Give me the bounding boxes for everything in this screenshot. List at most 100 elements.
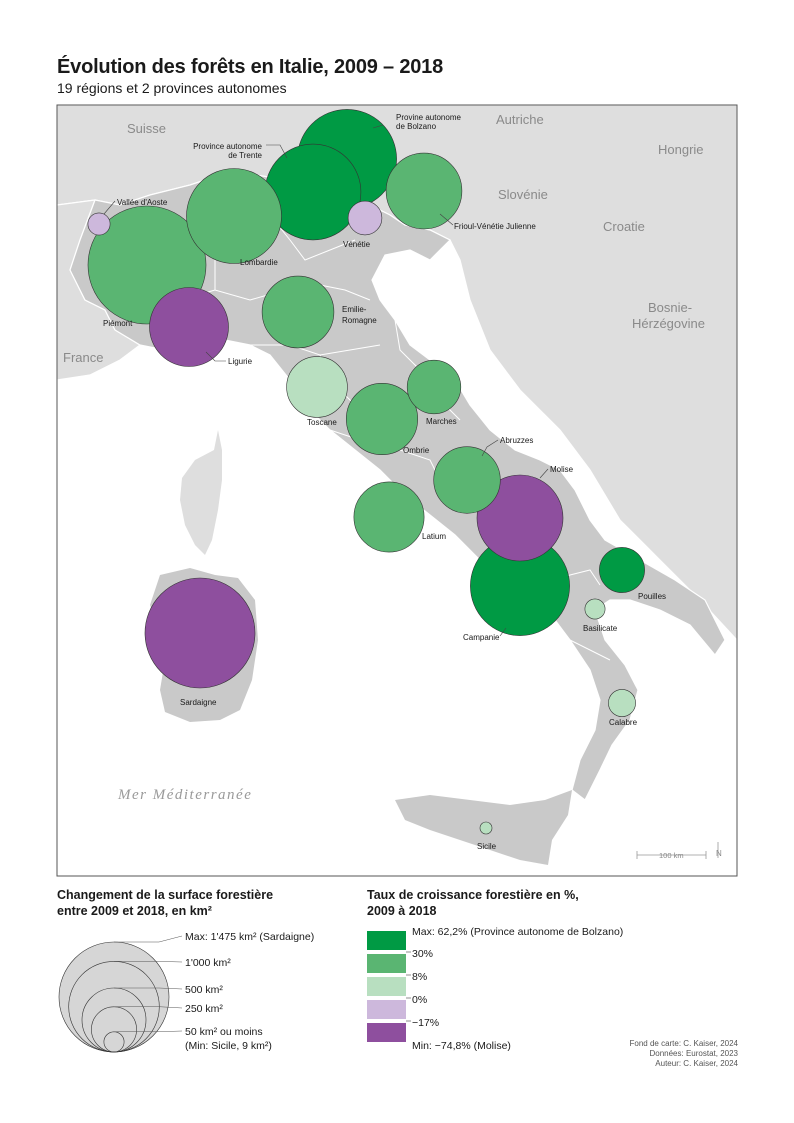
region-symbol-toscane bbox=[286, 356, 348, 418]
legend-color-classes: Max: 62,2% (Province autonome de Bolzano… bbox=[367, 926, 623, 1052]
label-leader-vallee bbox=[103, 200, 116, 215]
legend-size-label: 50 km² ou moins bbox=[185, 1026, 263, 1038]
legend-color-break-label: Min: −74,8% (Molise) bbox=[412, 1040, 511, 1052]
region-symbol-lombardie bbox=[186, 168, 282, 264]
legend-color-swatch-8 bbox=[367, 977, 406, 996]
region-symbol-frioul bbox=[385, 152, 463, 230]
legend-size-label: (Min: Sicile, 9 km²) bbox=[185, 1040, 272, 1052]
scale-bar bbox=[636, 851, 707, 859]
region-symbol-calabre bbox=[608, 689, 636, 717]
region-symbol-venetie bbox=[347, 200, 383, 236]
legend-size-leader bbox=[114, 1006, 183, 1009]
legend-size-title-line1: Changement de la surface forestière bbox=[57, 888, 274, 902]
legend-size-label: 1'000 km² bbox=[185, 957, 231, 969]
region-label-pouilles: Pouilles bbox=[638, 592, 666, 601]
legend-color-title: Taux de croissance forestière en %, 2009… bbox=[367, 887, 579, 919]
land-corse bbox=[180, 430, 222, 555]
map-title: Évolution des forêts en Italie, 2009 – 2… bbox=[57, 56, 444, 78]
label-leader-ligurie bbox=[205, 351, 226, 362]
region-symbol-marches bbox=[406, 359, 462, 415]
label-leader-campanie bbox=[499, 627, 507, 637]
legend-size-label: 250 km² bbox=[185, 1003, 223, 1015]
credits: Fond de carte: C. Kaiser, 2024 Données: … bbox=[629, 1039, 738, 1069]
legend-size-label: Max: 1'475 km² (Sardaigne) bbox=[185, 931, 314, 943]
legend-color-swatch-30 bbox=[367, 954, 406, 973]
region-symbol-molise bbox=[476, 474, 564, 562]
legend-color-swatch-min bbox=[367, 1023, 406, 1042]
country-label-bosnie-1: Bosnie- bbox=[648, 300, 692, 315]
legend-color-swatch-0 bbox=[367, 1000, 406, 1019]
region-symbol-abruzzes bbox=[433, 446, 501, 514]
region-label-emilie: Romagne bbox=[342, 316, 377, 325]
region-label-molise: Molise bbox=[550, 465, 574, 474]
legend-color-swatch-max bbox=[367, 931, 406, 950]
country-label-hongrie: Hongrie bbox=[658, 142, 704, 157]
legend-size-leader bbox=[114, 961, 183, 963]
legend-size-leader bbox=[114, 935, 183, 943]
label-leader-bolzano bbox=[372, 124, 384, 129]
credits-data: Données: Eurostat, 2023 bbox=[649, 1049, 738, 1058]
region-symbol-sardaigne bbox=[144, 577, 256, 689]
region-label-ombrie: Ombrie bbox=[403, 446, 430, 455]
region-symbol-ombrie bbox=[345, 382, 418, 455]
credits-basemap: Fond de carte: C. Kaiser, 2024 bbox=[629, 1039, 738, 1048]
region-label-campanie: Campanie bbox=[463, 633, 500, 642]
region-label-ligurie: Ligurie bbox=[228, 357, 253, 366]
region-label-latium: Latium bbox=[422, 532, 446, 541]
region-label-bolzano: de Bolzano bbox=[396, 122, 437, 131]
legend-color-break-label: 8% bbox=[412, 971, 427, 983]
region-label-trente: de Trente bbox=[228, 151, 262, 160]
legend-size-label: 500 km² bbox=[185, 984, 223, 996]
country-label-bosnie-2: Hérzégovine bbox=[632, 316, 705, 331]
scale-bar-label: 100 km bbox=[659, 851, 684, 860]
legend-color-break-label: −17% bbox=[412, 1017, 439, 1029]
region-label-bolzano: Provine autonome bbox=[396, 113, 461, 122]
region-label-emilie: Emilie- bbox=[342, 305, 367, 314]
legend-size-title-line2: entre 2009 et 2018, en km² bbox=[57, 904, 212, 918]
map-frame bbox=[56, 104, 738, 877]
legend-color-title-line2: 2009 à 2018 bbox=[367, 904, 437, 918]
region-label-trente: Province autonome bbox=[193, 142, 262, 151]
legend-color-break-label: 30% bbox=[412, 948, 433, 960]
country-label-autriche: Autriche bbox=[496, 112, 544, 127]
region-label-sardaigne: Sardaigne bbox=[180, 698, 217, 707]
legend-size-leader bbox=[114, 1030, 183, 1032]
region-label-venetie: Vénétie bbox=[343, 240, 371, 249]
region-symbol-vallee bbox=[87, 212, 111, 236]
north-label: N bbox=[716, 849, 722, 858]
sea-label: Mer Méditerranée bbox=[117, 787, 252, 803]
region-symbol-basilicate bbox=[584, 598, 606, 620]
region-label-lombardie: Lombardie bbox=[240, 258, 278, 267]
legend-color-break-label: 0% bbox=[412, 994, 427, 1006]
region-symbol-sicile bbox=[479, 821, 493, 835]
label-leader-trente bbox=[266, 144, 288, 159]
legend-size-title: Changement de la surface forestière entr… bbox=[57, 887, 273, 919]
label-leader-molise bbox=[539, 468, 549, 479]
region-label-toscane: Toscane bbox=[307, 418, 337, 427]
region-symbol-emilie bbox=[261, 275, 335, 349]
label-leader-abruzzes bbox=[481, 439, 499, 457]
region-symbol-latium bbox=[353, 481, 425, 553]
region-label-vallee: Vallée d'Aoste bbox=[117, 198, 168, 207]
country-label-suisse: Suisse bbox=[127, 121, 166, 136]
legend-size-symbols: Max: 1'475 km² (Sardaigne) 1'000 km² 500 k… bbox=[58, 931, 314, 1053]
region-label-sicile: Sicile bbox=[477, 842, 497, 851]
region-label-marches: Marches bbox=[426, 417, 457, 426]
region-label-calabre: Calabre bbox=[609, 718, 638, 727]
map-subtitle: 19 régions et 2 provinces autonomes bbox=[57, 80, 287, 96]
legend-color-title-line1: Taux de croissance forestière en %, bbox=[367, 888, 579, 902]
region-label-piemont: Piémont bbox=[103, 319, 133, 328]
country-label-slovenie: Slovénie bbox=[498, 187, 548, 202]
region-symbol-ligurie bbox=[149, 287, 229, 367]
region-symbol-pouilles bbox=[599, 547, 645, 593]
legend-size-leader bbox=[114, 987, 183, 990]
region-label-basilicate: Basilicate bbox=[583, 624, 618, 633]
region-label-frioul: Frioul-Vénétie Julienne bbox=[454, 222, 536, 231]
country-label-croatie: Croatie bbox=[603, 219, 645, 234]
legend-size-circle bbox=[58, 941, 170, 1053]
credits-author: Auteur: C. Kaiser, 2024 bbox=[655, 1059, 738, 1068]
legend-color-break-label: Max: 62,2% (Province autonome de Bolzano… bbox=[412, 926, 623, 938]
label-leader-frioul bbox=[439, 213, 454, 226]
